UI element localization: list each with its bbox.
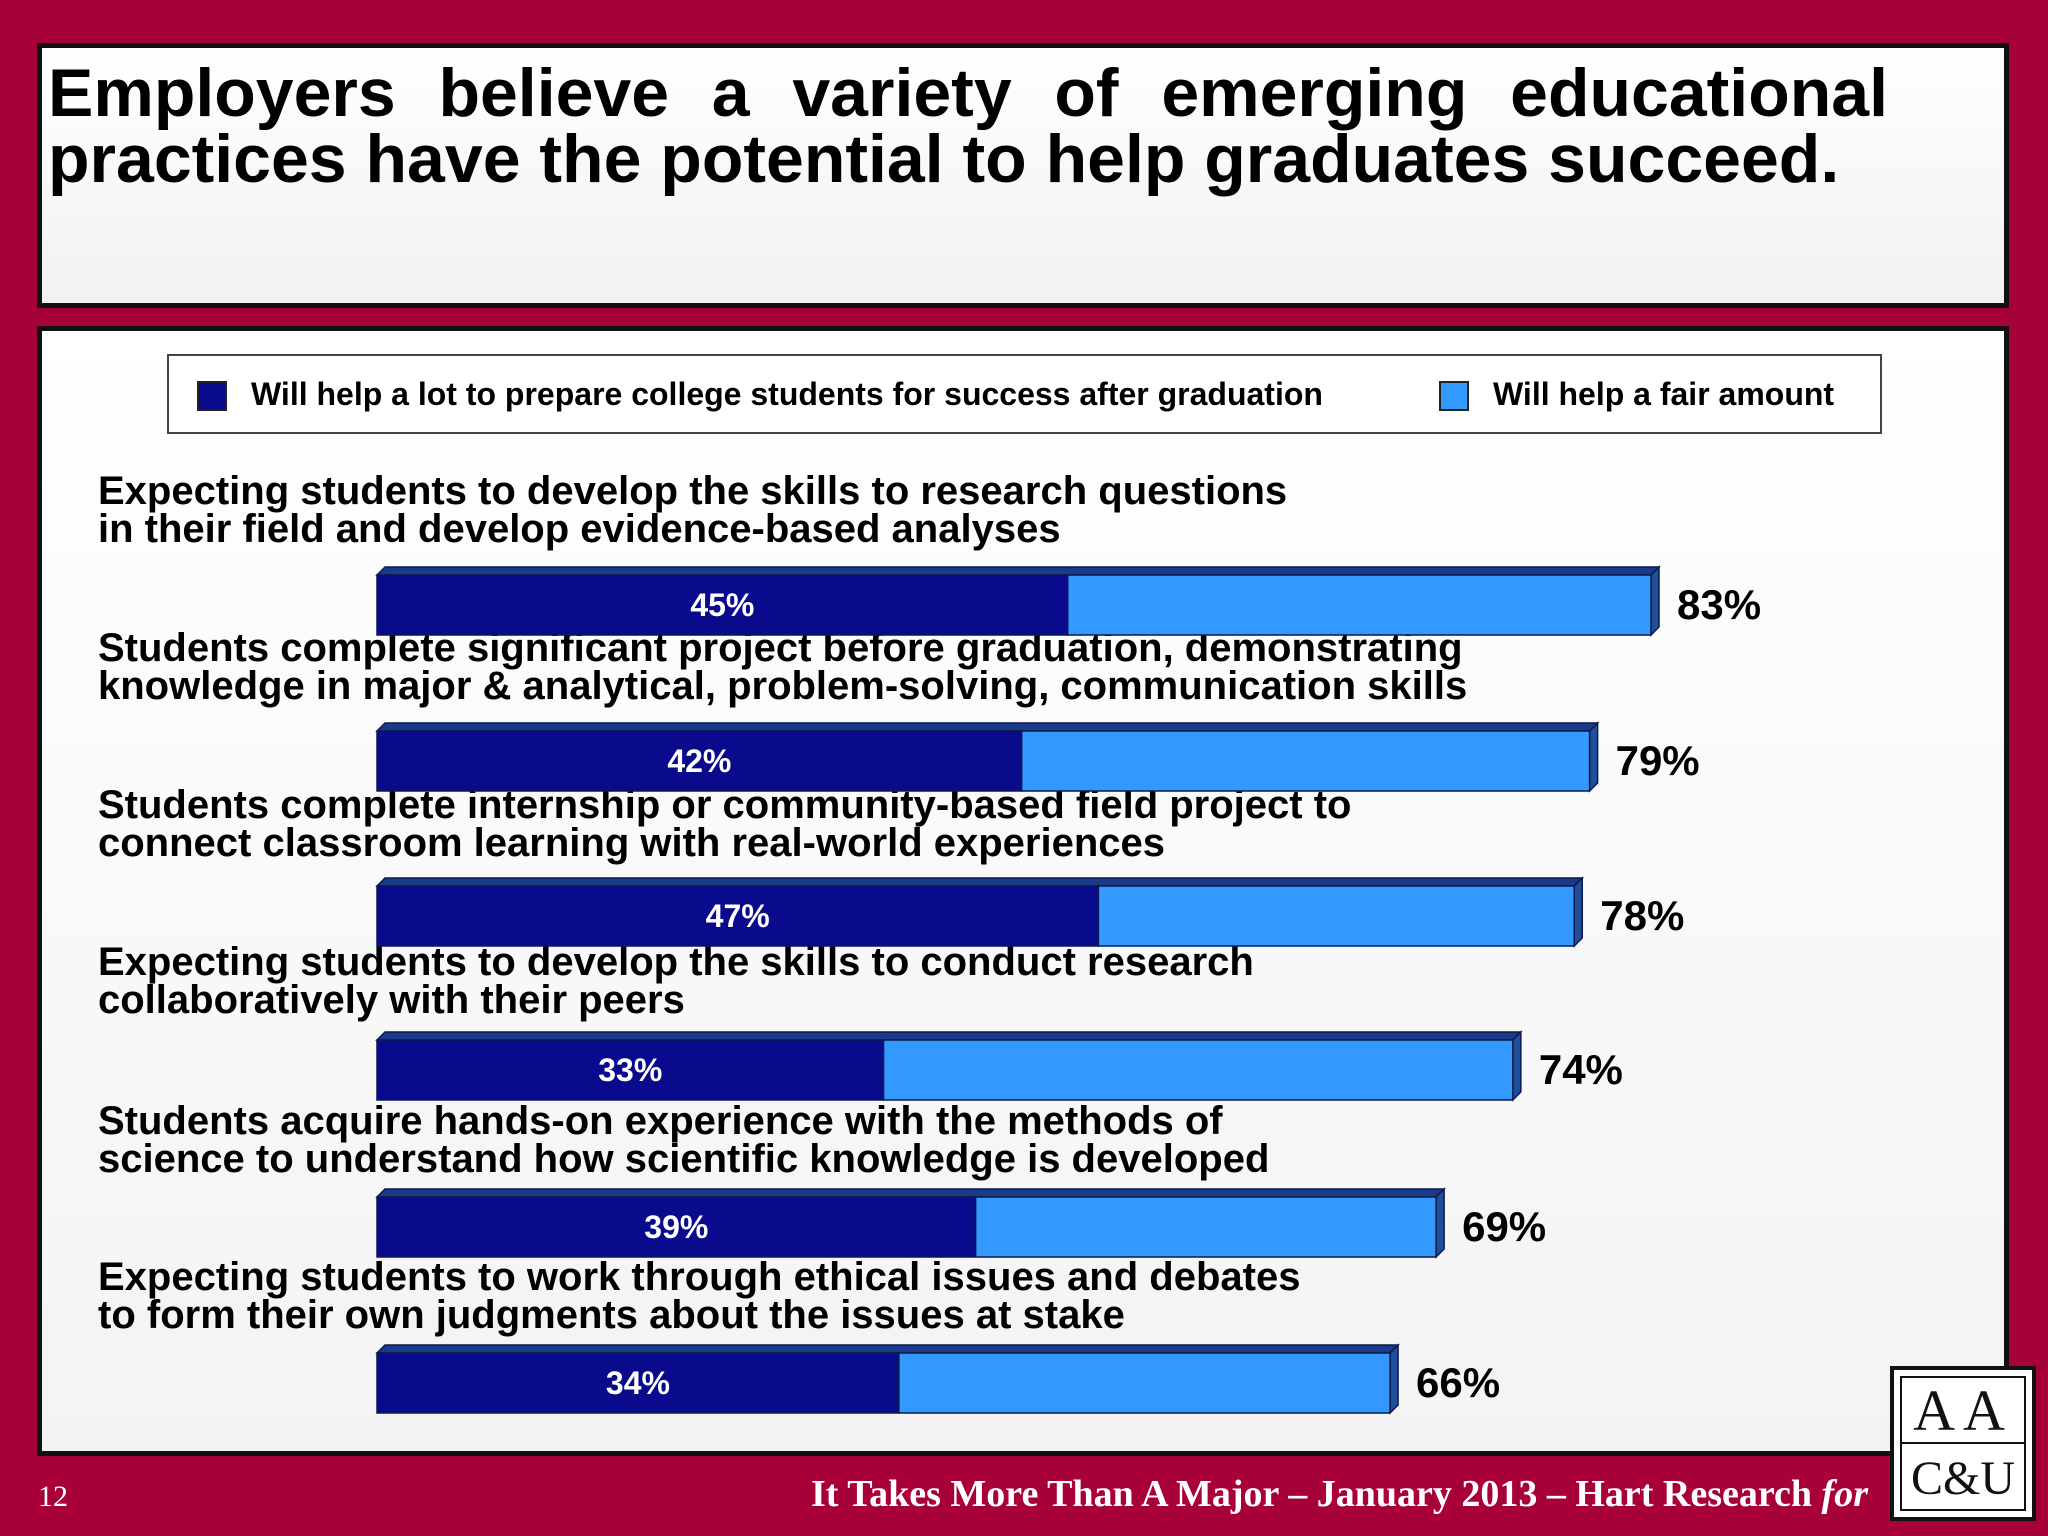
category-label-line: Expecting students to develop the skills… [98,469,1288,513]
total-label: 78% [1600,892,1684,939]
category-label-line: Students acquire hands-on experience wit… [98,1099,1223,1143]
bar-side-face [1588,721,1599,793]
data-label-help-a-lot: 34% [606,1365,670,1401]
bar-segment-help-a-lot [376,885,1100,947]
data-label-help-a-lot: 42% [667,743,731,779]
category-label-line: knowledge in major & analytical, problem… [98,664,1468,708]
bar-top-face [375,1188,1446,1198]
slide-title: Employers believe a variety of emerging … [48,55,1888,197]
chart-legend: Will help a lot to prepare college stude… [167,354,1882,434]
category-label-line: connect classroom learning with real-wor… [98,821,1166,865]
bar-side-face [1435,1187,1445,1259]
page-number: 12 [38,1480,68,1513]
category-label-line: to form their own judgments about the is… [98,1293,1125,1337]
category-label-line: collaboratively with their peers [98,978,685,1022]
logo-bottom-letters: C&U [1910,1452,2015,1505]
footer-citation-text: It Takes More Than A Major – January 201… [811,1473,1813,1515]
category-label: Expecting students to work through ethic… [98,1255,1638,1337]
bar-top-face [375,722,1600,732]
bar-segment-help-a-lot [376,1196,977,1258]
bar-segment-fair-amount [974,1196,1437,1258]
bar-top-face [375,877,1585,887]
legend-swatch-fair-amount [1439,381,1469,411]
bar-top-face [375,1031,1523,1041]
data-label-help-a-lot: 33% [598,1052,662,1088]
bar-top-face [375,1344,1400,1354]
bar-side-face [1389,1343,1399,1415]
total-label: 79% [1616,737,1700,784]
bar-side-face [1573,876,1584,948]
data-label-help-a-lot: 45% [690,587,754,623]
data-label-help-a-lot: 39% [644,1209,708,1245]
footer-citation-italic: for [1821,1473,1868,1515]
footer-citation: It Takes More Than A Major – January 201… [811,1472,1868,1516]
aacu-logo: AA C&U [1890,1366,2036,1521]
bar-top-face [375,566,1661,576]
total-label: 66% [1416,1359,1500,1406]
bar-segment-fair-amount [898,1352,1391,1414]
logo-divider [1902,1442,2024,1444]
bar-segment-help-a-lot [376,574,1069,636]
bar-segment-help-a-lot [376,730,1023,792]
bar-side-face [1650,565,1660,637]
category-label: Expecting students to develop the skills… [98,469,1638,551]
legend-label-help-a-lot: Will help a lot to prepare college stude… [251,376,1323,412]
category-label-line: Expecting students to work through ethic… [98,1255,1301,1299]
title-panel [37,43,2009,308]
total-label: 69% [1462,1203,1546,1250]
bar-segment-fair-amount [1020,730,1591,792]
bar-segment-fair-amount [1066,574,1652,636]
category-label: Students acquire hands-on experience wit… [98,1099,1638,1181]
logo-frame: AA C&U [1900,1376,2026,1511]
category-label-line: in their field and develop evidence-base… [98,507,1061,551]
logo-top-letters: AA [1913,1378,2013,1443]
legend-swatch-help-a-lot [197,381,227,411]
bar-segment-fair-amount [1097,885,1576,947]
bar-side-face [1512,1030,1522,1102]
data-label-help-a-lot: 47% [706,898,770,934]
category-label: Expecting students to develop the skills… [98,940,1638,1022]
bar-segment-fair-amount [882,1039,1514,1101]
category-label-line: science to understand how scientific kno… [98,1137,1270,1181]
total-label: 83% [1677,581,1761,628]
legend-label-fair-amount: Will help a fair amount [1493,376,1835,412]
category-label-line: Expecting students to develop the skills… [98,940,1254,984]
total-label: 74% [1539,1046,1623,1093]
bar-segment-help-a-lot [376,1039,885,1101]
